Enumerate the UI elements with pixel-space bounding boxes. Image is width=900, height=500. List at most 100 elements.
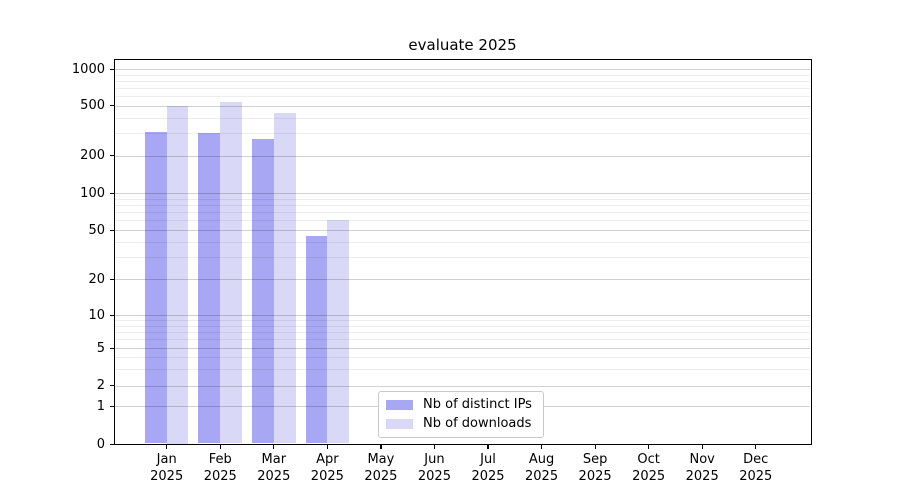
bar-downloads-mar [273, 112, 296, 444]
x-tick-mark [433, 444, 436, 449]
x-tick-mark [540, 444, 543, 449]
x-tick-label-may: May 2025 [349, 452, 413, 485]
y-tick-label: 200 [80, 148, 105, 164]
x-tick-month: Nov [689, 452, 715, 467]
gridline-minor [115, 80, 810, 82]
bar-distinct-ips-feb [198, 133, 221, 444]
x-tick-year: 2025 [525, 468, 559, 484]
y-tick-mark [109, 229, 114, 231]
y-tick-label: 1000 [71, 61, 105, 77]
legend: Nb of distinct IPs Nb of downloads [378, 390, 544, 438]
legend-row-distinct-ips: Nb of distinct IPs [386, 397, 536, 413]
bar-distinct-ips-apr [305, 235, 328, 444]
bar-downloads-apr [327, 220, 350, 444]
x-tick-month: May [367, 452, 395, 467]
x-tick-label-feb: Feb 2025 [188, 452, 252, 485]
y-tick-mark [109, 68, 114, 70]
x-tick-mark [380, 444, 382, 449]
x-tick-month: Jun [424, 452, 445, 467]
gridline-minor [115, 205, 810, 207]
gridline-major [115, 279, 810, 280]
y-tick-label: 20 [88, 271, 105, 287]
x-tick-month: Aug [528, 452, 555, 467]
legend-label-distinct-ips: Nb of distinct IPs [423, 396, 532, 412]
gridline-major [115, 348, 810, 349]
x-tick-label-jun: Jun 2025 [402, 452, 466, 485]
bar-distinct-ips-mar [252, 139, 274, 444]
x-tick-mark [219, 444, 221, 449]
y-tick-mark [109, 444, 114, 446]
legend-swatch-downloads-icon [386, 418, 413, 429]
x-tick-month: Sep [582, 452, 608, 467]
x-tick-year: 2025 [203, 468, 237, 484]
x-tick-year: 2025 [257, 468, 291, 484]
x-tick-label-dec: Dec 2025 [724, 452, 788, 485]
y-tick-mark [109, 385, 114, 387]
y-tick-label: 10 [88, 307, 105, 323]
x-tick-year: 2025 [471, 468, 505, 484]
x-tick-month: Jul [480, 452, 496, 467]
y-tick-mark [109, 155, 114, 157]
bar-downloads-feb [220, 102, 243, 444]
gridline-major [115, 193, 810, 195]
x-tick-label-jan: Jan 2025 [135, 452, 199, 485]
gridline-minor [115, 257, 810, 259]
y-tick-mark [109, 105, 114, 107]
x-tick-mark [648, 444, 650, 449]
x-tick-year: 2025 [417, 468, 451, 484]
x-tick-mark [273, 444, 275, 449]
gridline-major [115, 315, 810, 316]
gridline-minor [115, 95, 810, 97]
gridline-minor [115, 87, 810, 89]
x-tick-year: 2025 [685, 468, 719, 484]
chart-title: evaluate 2025 [408, 36, 517, 54]
gridline-minor [115, 368, 810, 370]
y-tick-label: 2 [96, 378, 105, 393]
x-tick-label-aug: Aug 2025 [510, 452, 574, 485]
x-tick-month: Mar [261, 452, 287, 467]
x-tick-month: Dec [743, 452, 769, 467]
gridline-minor [115, 241, 810, 243]
x-tick-mark [326, 444, 329, 449]
x-tick-mark [594, 444, 596, 449]
y-tick-label: 50 [88, 222, 105, 238]
x-tick-mark [755, 444, 757, 449]
x-tick-year: 2025 [739, 468, 773, 484]
y-tick-label: 0 [96, 437, 105, 452]
gridline-major [115, 230, 810, 231]
x-tick-label-jul: Jul 2025 [456, 452, 520, 485]
y-tick-mark [109, 278, 114, 280]
gridline-minor [115, 220, 810, 222]
x-tick-mark [701, 444, 703, 449]
gridline-major [115, 69, 810, 70]
legend-swatch-distinct-ips-icon [386, 399, 413, 410]
y-tick-label: 1 [96, 398, 105, 414]
x-tick-year: 2025 [632, 468, 666, 484]
y-tick-mark [109, 314, 114, 316]
y-tick-mark [109, 192, 114, 195]
gridline-minor [115, 117, 810, 119]
gridline-minor [115, 331, 810, 333]
x-tick-label-apr: Apr 2025 [295, 452, 359, 485]
legend-row-downloads: Nb of downloads [386, 416, 536, 432]
gridline-major [115, 155, 810, 157]
bar-distinct-ips-jan [144, 131, 167, 444]
x-tick-year: 2025 [150, 468, 184, 484]
gridline-minor [115, 198, 810, 200]
x-tick-month: Apr [316, 452, 339, 467]
gridline-major [115, 385, 810, 387]
y-tick-label: 500 [80, 98, 105, 113]
x-tick-year: 2025 [364, 468, 398, 484]
gridline-minor [115, 74, 810, 76]
gridline-minor [115, 357, 810, 359]
gridline-minor [115, 133, 810, 135]
x-tick-month: Jan [156, 452, 177, 467]
x-tick-year: 2025 [578, 468, 612, 484]
y-tick-mark [109, 405, 114, 407]
gridline-minor [115, 325, 810, 327]
x-tick-label-oct: Oct 2025 [617, 452, 681, 485]
bar-downloads-jan [166, 105, 189, 444]
legend-label-downloads: Nb of downloads [423, 415, 532, 431]
x-tick-label-mar: Mar 2025 [242, 452, 306, 485]
